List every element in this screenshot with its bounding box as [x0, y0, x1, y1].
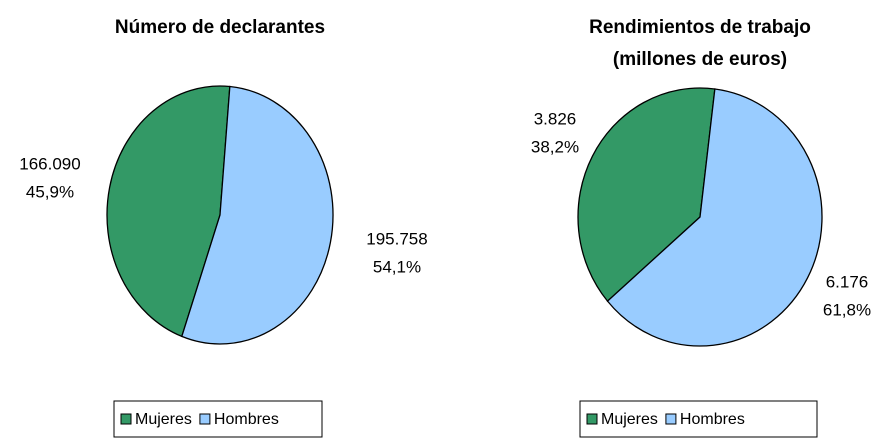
value-label: 195.758: [366, 229, 427, 248]
percent-label: 45,9%: [26, 182, 74, 201]
chart-title: Rendimientos de trabajo: [589, 17, 811, 38]
legend-box: [579, 400, 818, 438]
value-label: 6.176: [826, 272, 869, 291]
legend-box: [113, 400, 323, 438]
legend-swatch: [120, 413, 132, 425]
percent-label: 54,1%: [373, 257, 421, 276]
pie-slice: [181, 85, 334, 345]
value-label: 3.826: [534, 109, 577, 128]
legend-swatch: [586, 413, 598, 425]
legend-label: Hombres: [214, 411, 279, 428]
legend-swatch: [665, 413, 677, 425]
chart-title: (millones de euros): [613, 49, 787, 70]
legend-swatch: [199, 413, 211, 425]
value-label: 166.090: [19, 154, 80, 173]
percent-label: 61,8%: [823, 300, 871, 319]
pie-slice: [577, 87, 716, 303]
pie-slice: [106, 85, 231, 338]
legend-label: Hombres: [680, 411, 745, 428]
legend-label: Mujeres: [135, 411, 192, 428]
percent-label: 38,2%: [531, 137, 579, 156]
chart-title: Número de declarantes: [115, 17, 325, 38]
legend-label: Mujeres: [601, 411, 658, 428]
pie-slice: [606, 88, 823, 347]
